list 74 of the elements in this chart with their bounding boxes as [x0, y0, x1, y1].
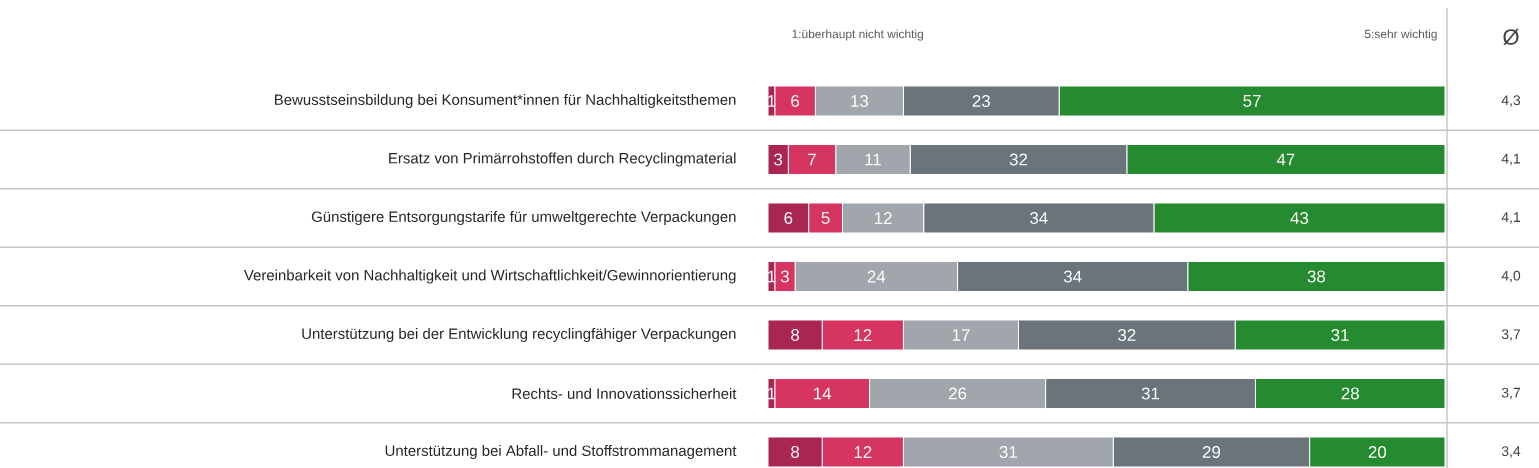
- y-tick-label: Rechts- und Innovationssicherheit: [512, 388, 737, 399]
- data-label: 31: [999, 445, 1017, 458]
- data-label: 17: [952, 329, 970, 341]
- data-label: 28: [1341, 387, 1359, 400]
- data-label: 13: [851, 95, 869, 107]
- data-label: 20: [1368, 445, 1387, 458]
- data-label: 23: [972, 95, 990, 107]
- data-label: 7: [808, 153, 816, 166]
- y-tick-label: Vereinbarkeit von Nachhaltigkeit und Wirtschaftlichkeit/Gewinnorientierung: [243, 269, 736, 284]
- bar: [835, 144, 911, 175]
- bar: [902, 85, 1060, 117]
- bar: [902, 436, 1114, 468]
- data-label: 32: [1009, 153, 1028, 166]
- bar: [902, 319, 1019, 351]
- data-label: 24: [867, 270, 886, 283]
- bar: [1234, 319, 1446, 351]
- data-label: 47: [1276, 153, 1295, 166]
- text: 5:sehr wichtig: [1364, 29, 1437, 41]
- text: 4,1: [1501, 212, 1521, 224]
- bar: [814, 85, 904, 117]
- bar: [1058, 85, 1446, 117]
- data-label: 38: [1307, 270, 1326, 283]
- data-label: 31: [1141, 387, 1160, 400]
- data-label: 26: [949, 387, 967, 400]
- bar: [909, 144, 1128, 175]
- bar: [821, 319, 904, 351]
- data-label: 14: [814, 387, 832, 400]
- bar: [1309, 436, 1446, 468]
- bar: [869, 378, 1047, 409]
- text: Ø: [1503, 28, 1519, 46]
- bar: [787, 144, 837, 175]
- bar: [774, 378, 871, 409]
- y-tick-label: Ersatz von Primärrohstoffen durch Recyclingmaterial: [389, 152, 736, 167]
- y-tick-label: Günstigere Entsorgungstarife für umweltgerechte Verpackungen: [311, 211, 736, 225]
- data-label: 34: [1063, 270, 1082, 283]
- bar: [1045, 378, 1256, 409]
- text: 4,1: [1501, 153, 1521, 166]
- text: 1:überhaupt nicht wichtig: [792, 29, 923, 41]
- data-label: 29: [1202, 445, 1221, 458]
- bar: [841, 202, 925, 234]
- data-label: 8: [791, 445, 800, 458]
- bar: [794, 261, 959, 292]
- text: 4,3: [1501, 95, 1521, 107]
- data-label: 11: [865, 153, 881, 166]
- bar: [1254, 378, 1446, 409]
- bar: [821, 436, 904, 468]
- bar: [1018, 319, 1236, 351]
- data-label: 12: [854, 329, 872, 341]
- data-label: 32: [1118, 328, 1136, 341]
- bar: [1153, 202, 1446, 234]
- y-tick-label: Unterstützung bei der Entwicklung recyclingfähiger Verpackungen: [302, 328, 736, 342]
- text: 3,7: [1501, 329, 1520, 341]
- bar: [1112, 436, 1311, 468]
- text: 4,0: [1501, 270, 1521, 283]
- data-label: 6: [791, 95, 800, 107]
- bar: [1126, 144, 1446, 175]
- data-label: 57: [1243, 95, 1261, 107]
- data-label: 5: [821, 212, 830, 224]
- data-label: 31: [1331, 328, 1349, 341]
- data-label: 6: [784, 212, 793, 224]
- data-label: 3: [780, 270, 789, 283]
- data-label: 34: [1030, 212, 1048, 224]
- data-label: 43: [1290, 212, 1309, 224]
- text: 3,4: [1501, 446, 1521, 458]
- data-label: 3: [774, 153, 783, 166]
- data-label: 12: [854, 446, 872, 458]
- data-label: 8: [791, 328, 800, 341]
- text: 3,7: [1501, 387, 1520, 400]
- y-tick-label: Bewusstseinsbildung bei Konsument*innen für Nachhaltigkeitsthemen: [275, 94, 736, 108]
- bar: [923, 202, 1155, 234]
- bar: [957, 261, 1189, 292]
- y-tick-label: Unterstützung bei Abfall- und Stoffstrommanagement: [385, 445, 737, 459]
- data-label: 12: [874, 212, 892, 224]
- bar: [1187, 261, 1446, 292]
